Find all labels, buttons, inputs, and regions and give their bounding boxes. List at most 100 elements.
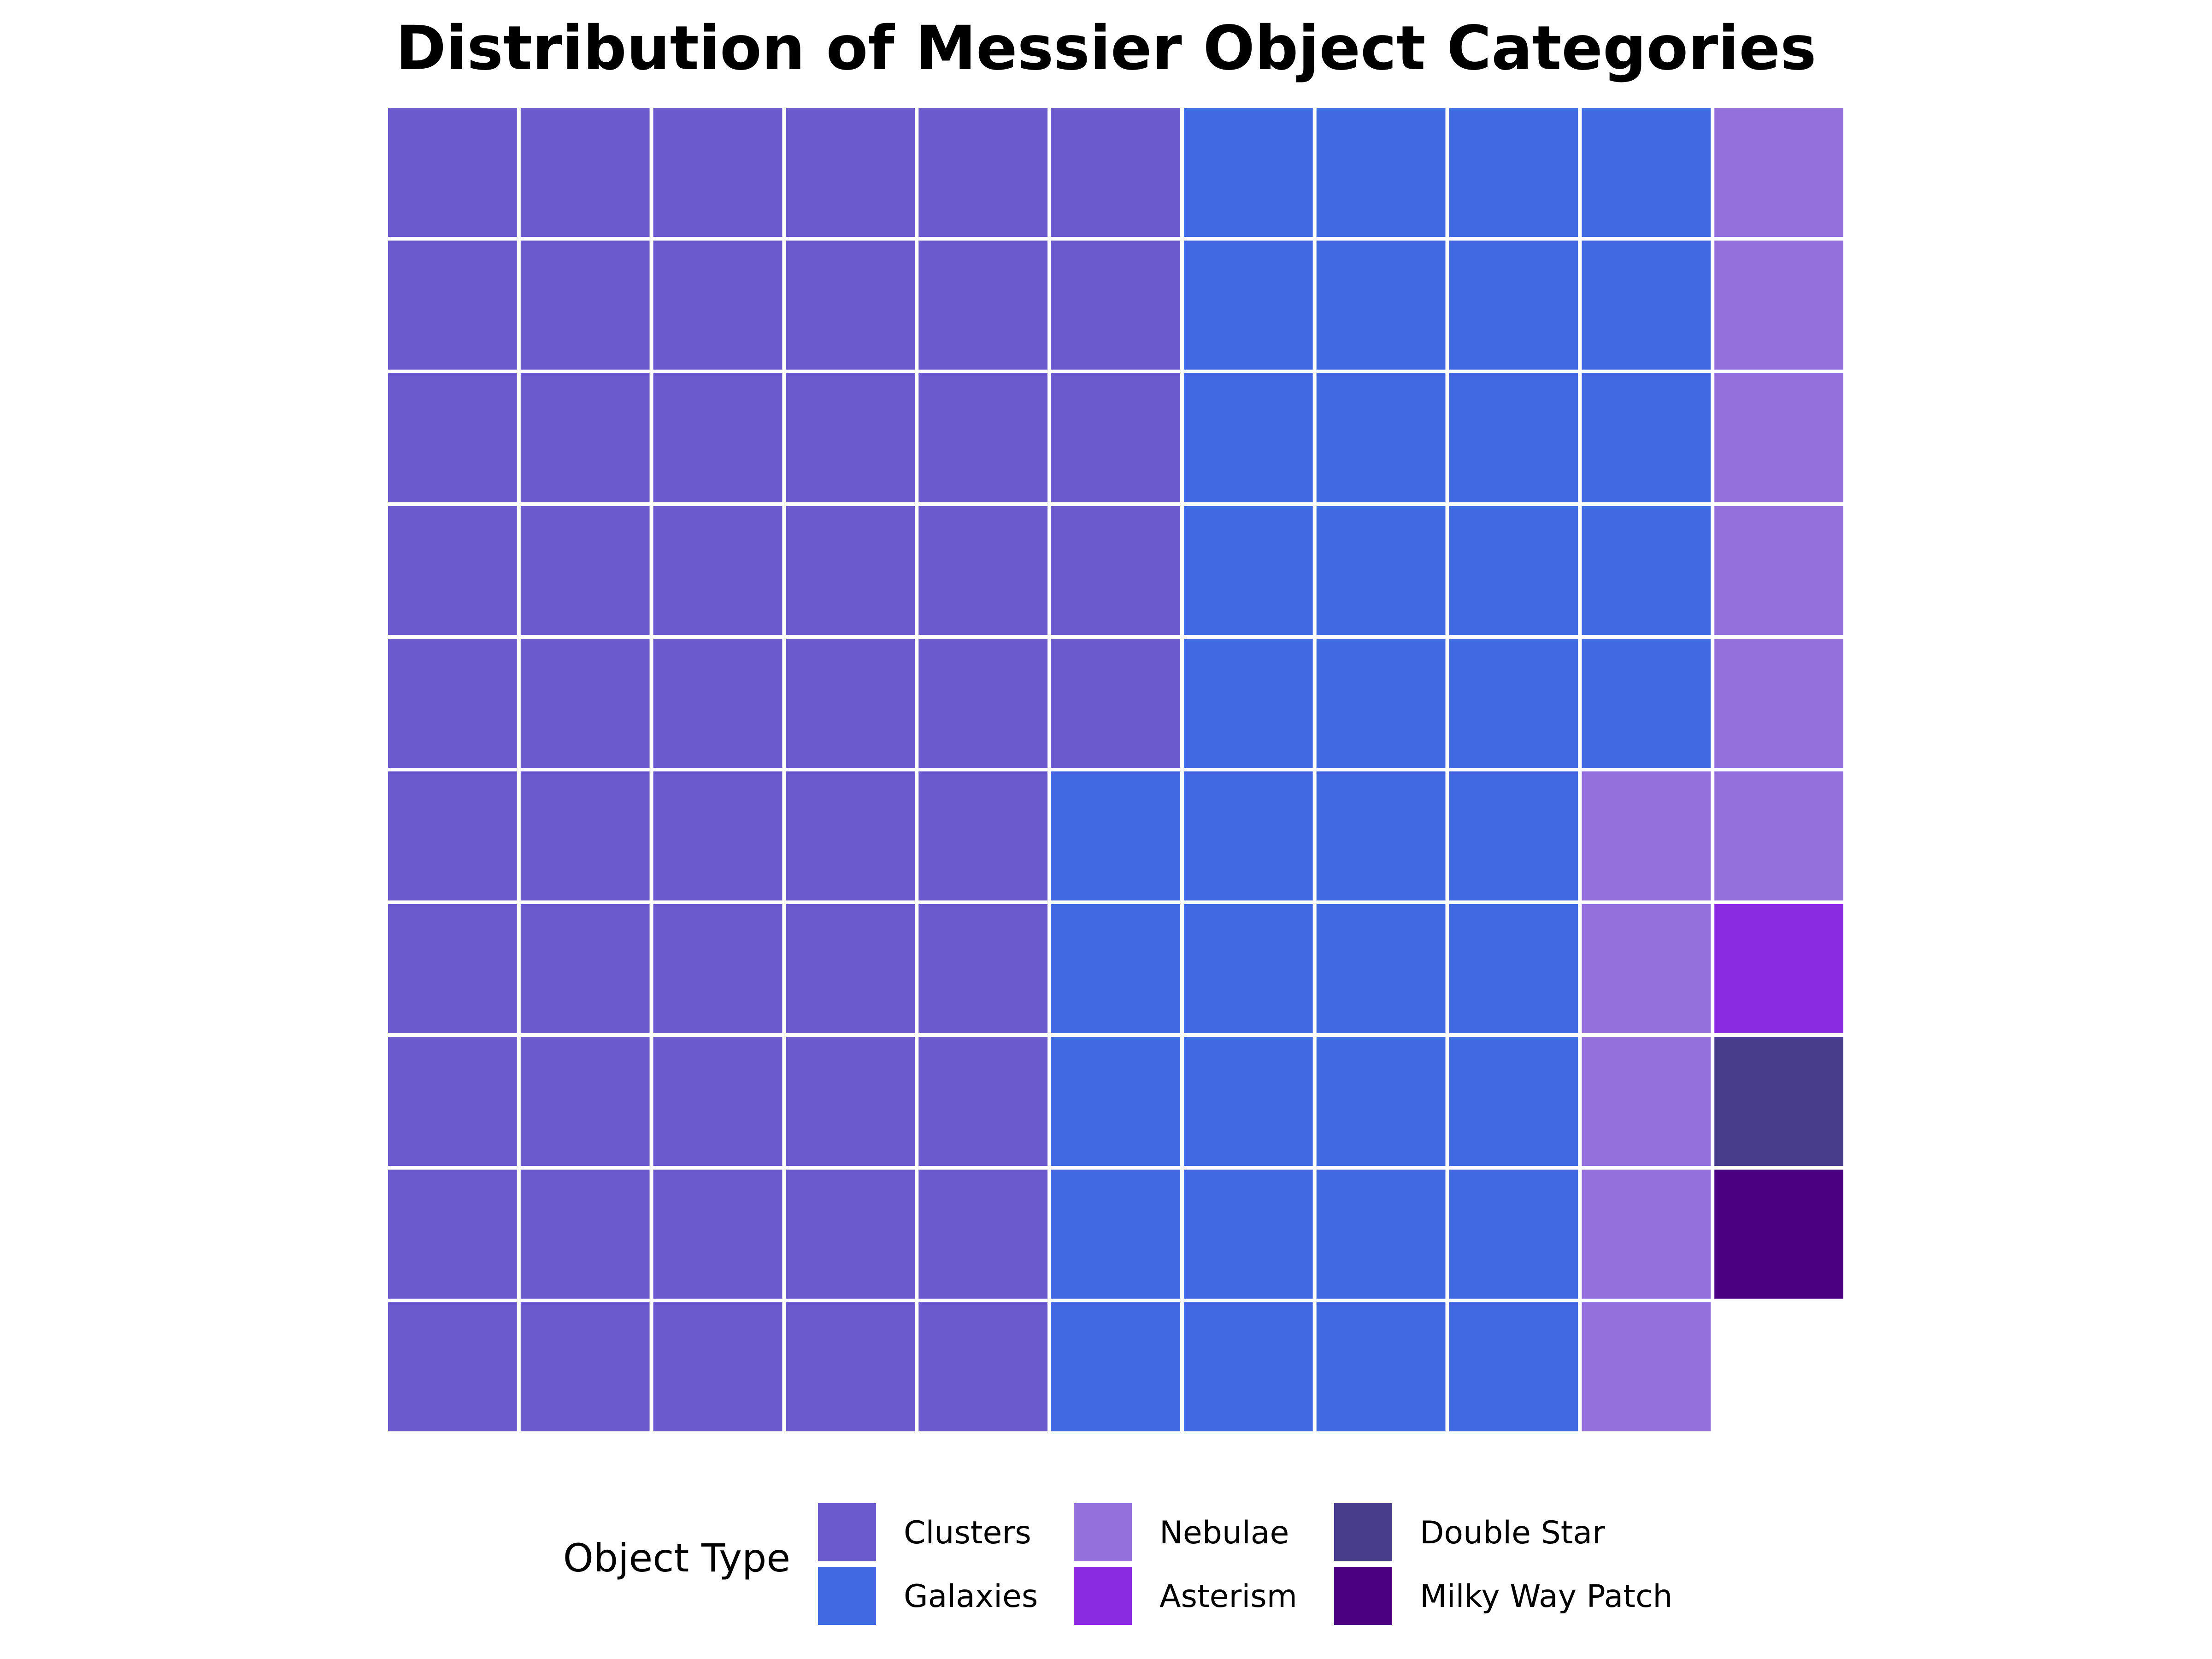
waffle-tile-galaxies (1582, 506, 1711, 635)
waffle-tile-double-star (1714, 1037, 1843, 1166)
waffle-tile-clusters (918, 108, 1048, 237)
waffle-tile-clusters (388, 1302, 517, 1431)
waffle-tile-clusters (388, 1037, 517, 1166)
waffle-tile-clusters (388, 639, 517, 768)
waffle-tile-clusters (786, 1302, 915, 1431)
waffle-tile-clusters (918, 1170, 1048, 1299)
waffle-tile-galaxies (1316, 1037, 1446, 1166)
legend-title: Object Type (563, 1535, 790, 1581)
waffle-tile-galaxies (1051, 771, 1180, 900)
legend-label: Clusters (904, 1515, 1031, 1551)
legend-swatch (1074, 1567, 1132, 1625)
waffle-tile-nebulae (1714, 373, 1843, 502)
waffle-tile-galaxies (1183, 373, 1313, 502)
waffle-tile-galaxies (1316, 241, 1446, 370)
waffle-tile-galaxies (1449, 639, 1578, 768)
legend-swatch (1334, 1503, 1392, 1561)
waffle-tile-clusters (1051, 373, 1180, 502)
waffle-tile-clusters (653, 108, 782, 237)
waffle-tile-galaxies (1449, 373, 1578, 502)
waffle-tile-clusters (653, 1170, 782, 1299)
waffle-tile-clusters (918, 904, 1048, 1033)
waffle-tile-galaxies (1449, 1170, 1578, 1299)
waffle-tile-clusters (520, 506, 650, 635)
waffle-tile-clusters (786, 373, 915, 502)
waffle-tile-clusters (388, 108, 517, 237)
waffle-tile-clusters (1051, 639, 1180, 768)
waffle-tile-clusters (786, 108, 915, 237)
waffle-tile-galaxies (1183, 241, 1313, 370)
legend: Object Type Clusters Galaxies Nebulae Aster… (563, 1503, 1672, 1625)
waffle-tile-galaxies (1582, 108, 1711, 237)
waffle-tile-galaxies (1449, 1037, 1578, 1166)
waffle-tile-clusters (786, 1170, 915, 1299)
waffle-tile-clusters (786, 241, 915, 370)
waffle-tile-galaxies (1051, 1037, 1180, 1166)
waffle-tile-nebulae (1582, 904, 1711, 1033)
waffle-tile-clusters (1051, 108, 1180, 237)
legend-label: Nebulae (1159, 1515, 1289, 1551)
waffle-tile-galaxies (1183, 1037, 1313, 1166)
waffle-tile-nebulae (1582, 1170, 1711, 1299)
legend-item-milky-way-patch: Milky Way Patch (1334, 1567, 1672, 1625)
waffle-tile-galaxies (1582, 373, 1711, 502)
waffle-tile-galaxies (1316, 373, 1446, 502)
waffle-tile-clusters (520, 108, 650, 237)
legend-items: Clusters Galaxies Nebulae Asterism Double St… (818, 1503, 1672, 1625)
waffle-tile-clusters (918, 241, 1048, 370)
waffle-tile-galaxies (1183, 1170, 1313, 1299)
legend-item-nebulae: Nebulae (1074, 1503, 1289, 1561)
waffle-tile-clusters (653, 639, 782, 768)
waffle-tile-galaxies (1183, 904, 1313, 1033)
waffle-tile-galaxies (1183, 108, 1313, 237)
waffle-tile-galaxies (1582, 639, 1711, 768)
waffle-tile-galaxies (1183, 1302, 1313, 1431)
waffle-tile-galaxies (1316, 1302, 1446, 1431)
waffle-tile-clusters (653, 771, 782, 900)
waffle-tile-clusters (786, 639, 915, 768)
waffle-tile-clusters (918, 771, 1048, 900)
waffle-tile-clusters (918, 373, 1048, 502)
waffle-tile-galaxies (1316, 771, 1446, 900)
waffle-tile-nebulae (1582, 1037, 1711, 1166)
waffle-tile-galaxies (1316, 506, 1446, 635)
waffle-tile-galaxies (1582, 241, 1711, 370)
waffle-tile-galaxies (1449, 1302, 1578, 1431)
legend-swatch (1074, 1503, 1132, 1561)
waffle-tile-nebulae (1714, 506, 1843, 635)
waffle-tile-milky-way-patch (1714, 1170, 1843, 1299)
legend-swatch (818, 1567, 876, 1625)
waffle-grid (388, 108, 1843, 1431)
waffle-tile-galaxies (1316, 639, 1446, 768)
waffle-tile-clusters (1051, 506, 1180, 635)
waffle-tile-nebulae (1714, 241, 1843, 370)
waffle-tile-galaxies (1183, 506, 1313, 635)
waffle-tile-clusters (520, 904, 650, 1033)
waffle-tile-galaxies (1051, 1170, 1180, 1299)
waffle-tile-nebulae (1582, 1302, 1711, 1431)
waffle-tile-galaxies (1449, 904, 1578, 1033)
waffle-tile-galaxies (1449, 771, 1578, 900)
waffle-tile-clusters (786, 506, 915, 635)
waffle-tile-clusters (520, 241, 650, 370)
waffle-tile-clusters (918, 639, 1048, 768)
waffle-tile-clusters (653, 1302, 782, 1431)
waffle-tile-galaxies (1183, 771, 1313, 900)
waffle-tile-galaxies (1183, 639, 1313, 768)
waffle-tile-clusters (388, 373, 517, 502)
waffle-tile-clusters (388, 1170, 517, 1299)
waffle-tile-clusters (520, 639, 650, 768)
waffle-tile-clusters (653, 241, 782, 370)
legend-item-double-star: Double Star (1334, 1503, 1605, 1561)
legend-label: Asterism (1159, 1578, 1297, 1615)
legend-item-clusters: Clusters (818, 1503, 1031, 1561)
legend-item-galaxies: Galaxies (818, 1567, 1038, 1625)
waffle-tile-clusters (1051, 241, 1180, 370)
waffle-tile-clusters (388, 771, 517, 900)
waffle-tile-galaxies (1449, 108, 1578, 237)
waffle-tile-clusters (520, 373, 650, 502)
waffle-tile-galaxies (1449, 241, 1578, 370)
waffle-tile-clusters (520, 1037, 650, 1166)
waffle-tile-clusters (653, 1037, 782, 1166)
